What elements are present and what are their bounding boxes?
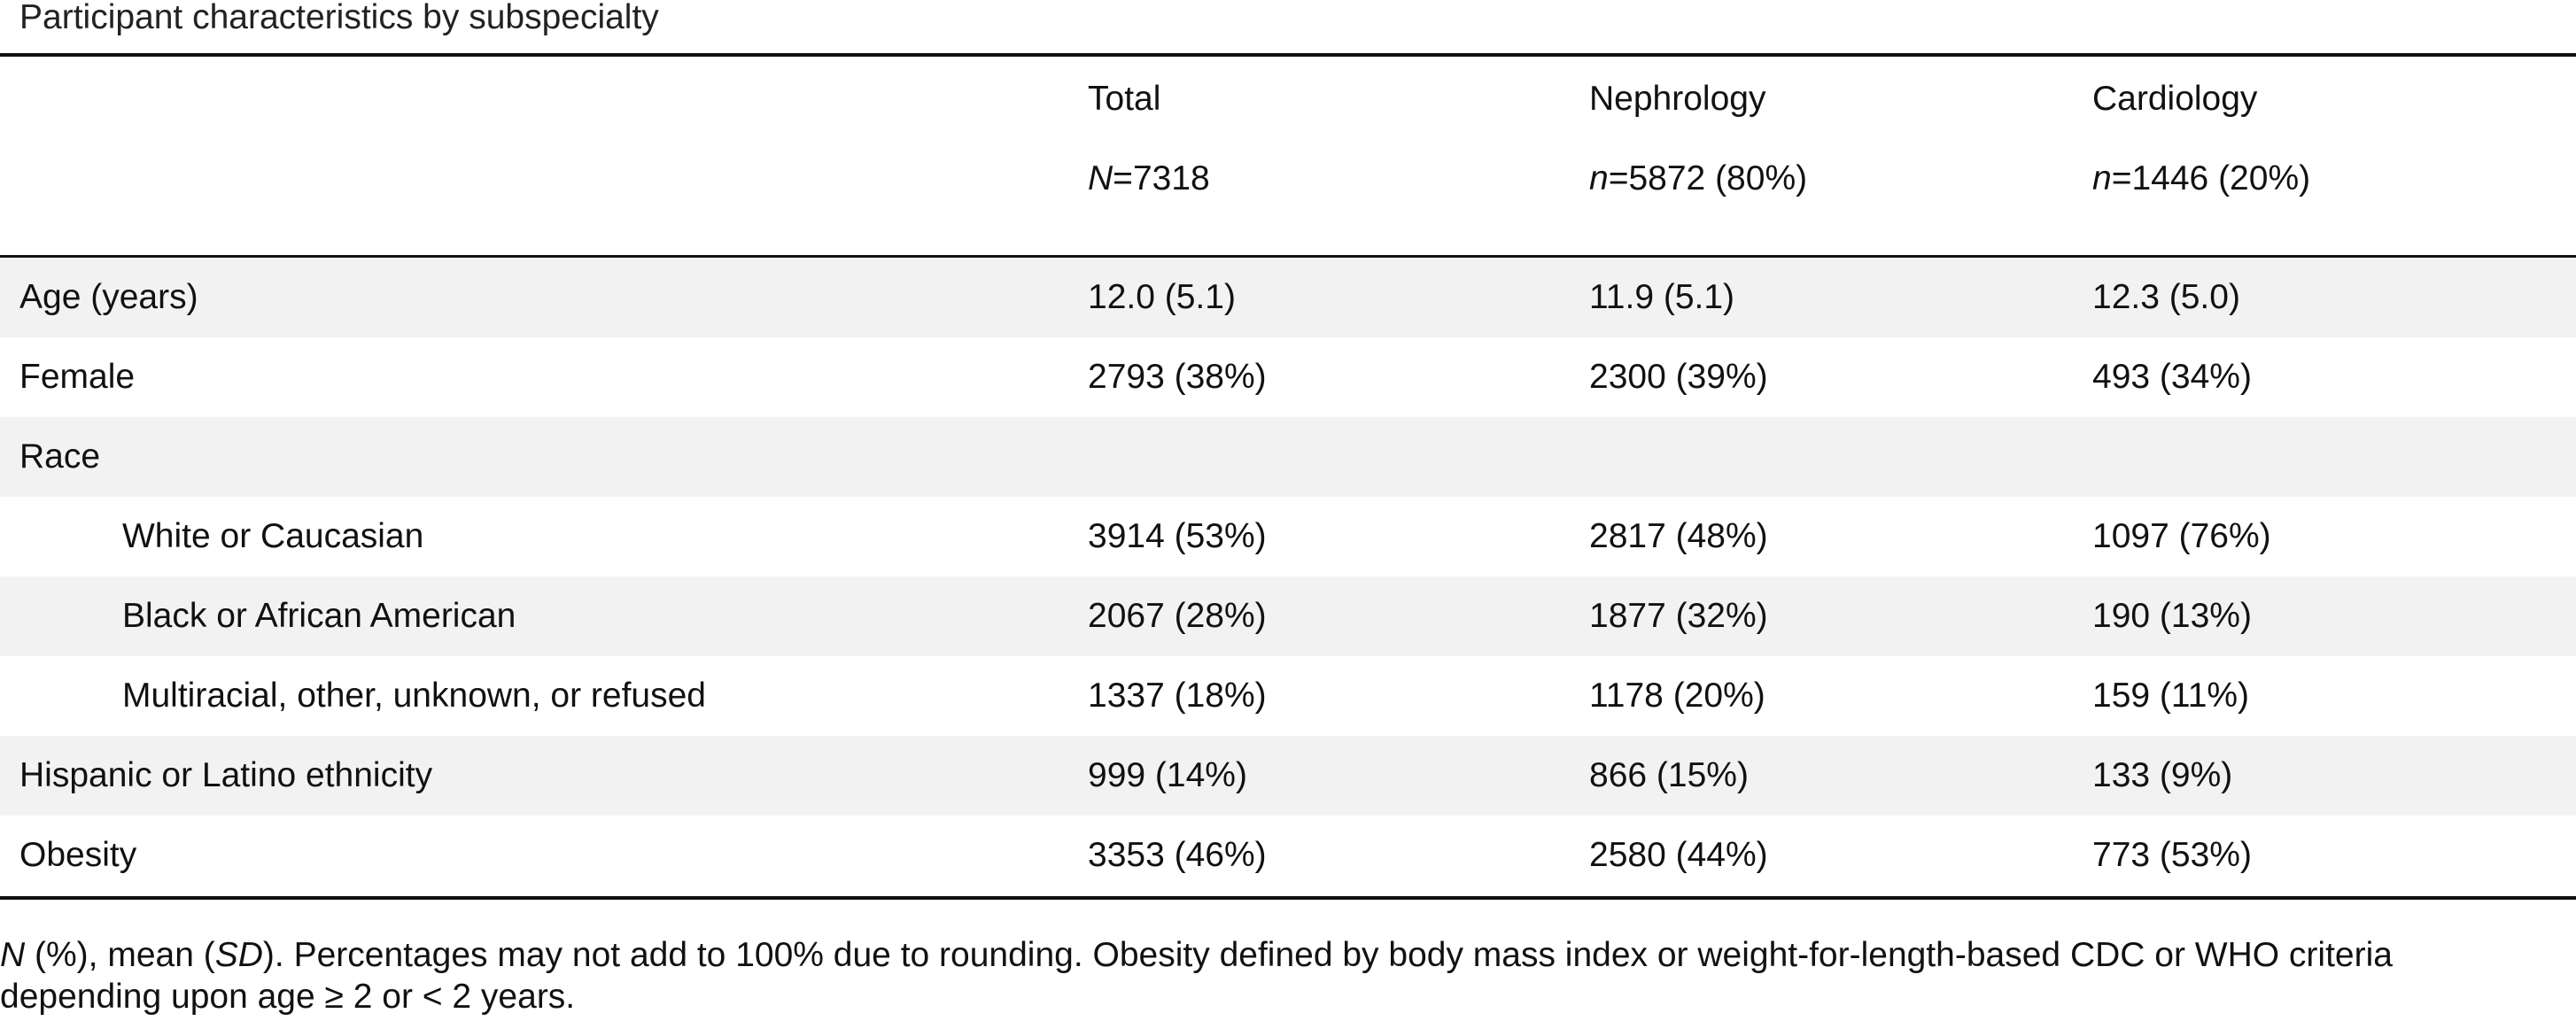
cell-total: 3353 (46%) [1088,836,1267,874]
cell-cardiology: 493 (34%) [2092,358,2252,396]
table-bottom-rule [0,896,2576,900]
cell-total: 12.0 (5.1) [1088,278,1236,316]
table-row: Age (years) 12.0 (5.1) 11.9 (5.1) 12.3 (… [0,258,2576,337]
n-symbol: N [1088,159,1113,197]
row-label: White or Caucasian [122,517,424,555]
cell-nephrology: 11.9 (5.1) [1589,278,1735,316]
footnote-n-symbol: N [0,936,26,974]
row-label: Hispanic or Latino ethnicity [19,756,433,794]
cell-total: 999 (14%) [1088,756,1247,794]
table-row: Obesity 3353 (46%) 2580 (44%) 773 (53%) [0,816,2576,895]
cell-total: 2067 (28%) [1088,597,1267,635]
header-nephrology-count: n=5872 (80%) [1589,159,1807,198]
header-bottom-rule [0,255,2576,258]
n-value: =1446 (20%) [2111,159,2311,197]
header-cardiology: Cardiology [2092,80,2258,118]
header-total-count: N=7318 [1088,159,1210,198]
table-row: Female 2793 (38%) 2300 (39%) 493 (34%) [0,337,2576,417]
header-total: Total [1088,80,1161,118]
table-row: Multiracial, other, unknown, or refused … [0,656,2576,736]
n-symbol: n [1589,159,1609,197]
cell-total: 2793 (38%) [1088,358,1267,396]
footnote-sd-symbol: SD [214,936,263,974]
row-label: Race [19,437,101,476]
cell-nephrology: 2300 (39%) [1589,358,1768,396]
footnote-text-1: (%), mean ( [25,936,215,974]
cell-nephrology: 1877 (32%) [1589,597,1768,635]
table-row: Hispanic or Latino ethnicity 999 (14%) 8… [0,736,2576,816]
table-row: Race [0,417,2576,497]
cell-cardiology: 1097 (76%) [2092,517,2271,555]
table-footnote: N (%), mean (SD). Percentages may not ad… [0,934,2525,1017]
cell-cardiology: 12.3 (5.0) [2092,278,2240,316]
cell-total: 1337 (18%) [1088,677,1267,715]
row-label: Obesity [19,836,137,874]
cell-nephrology: 866 (15%) [1589,756,1749,794]
n-value: =5872 (80%) [1608,159,1808,197]
cell-nephrology: 2817 (48%) [1589,517,1768,555]
cell-nephrology: 2580 (44%) [1589,836,1768,874]
table-row: White or Caucasian 3914 (53%) 2817 (48%)… [0,497,2576,576]
cell-total: 3914 (53%) [1088,517,1267,555]
table-top-rule [0,53,2576,57]
cell-cardiology: 159 (11%) [2092,677,2250,715]
n-value: =7318 [1113,159,1210,197]
table-caption: Participant characteristics by subspecia… [19,0,659,36]
cell-cardiology: 190 (13%) [2092,597,2252,635]
row-label: Black or African American [122,597,516,635]
header-cardiology-count: n=1446 (20%) [2092,159,2310,198]
row-label: Multiracial, other, unknown, or refused [122,677,707,715]
cell-cardiology: 773 (53%) [2092,836,2252,874]
cell-cardiology: 133 (9%) [2092,756,2233,794]
n-symbol: n [2092,159,2112,197]
footnote-text-2: ). Percentages may not add to 100% due t… [0,936,2393,1016]
header-nephrology: Nephrology [1589,80,1766,118]
cell-nephrology: 1178 (20%) [1589,677,1765,715]
row-label: Age (years) [19,278,198,316]
table-row: Black or African American 2067 (28%) 187… [0,576,2576,656]
row-label: Female [19,358,136,396]
